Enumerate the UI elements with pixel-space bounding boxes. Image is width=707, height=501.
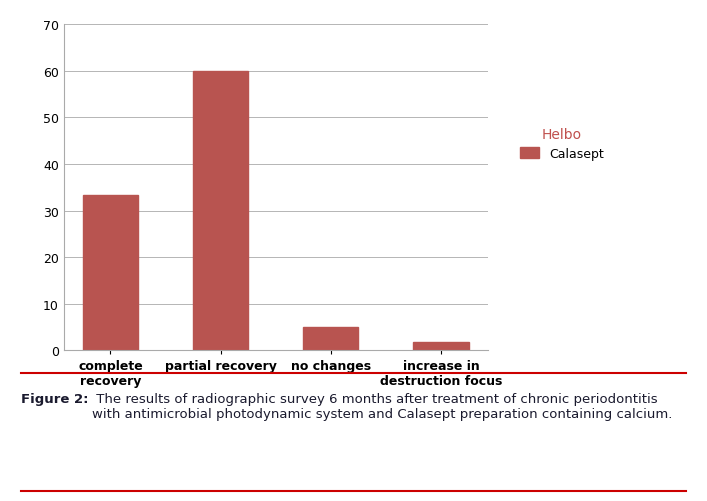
Text: The results of radiographic survey 6 months after treatment of chronic periodont: The results of radiographic survey 6 mon… <box>92 392 672 420</box>
Bar <box>83 196 138 351</box>
Bar <box>414 343 469 351</box>
Legend: Calasept: Calasept <box>515 122 609 166</box>
Bar <box>303 328 358 351</box>
Text: Figure 2:: Figure 2: <box>21 392 88 405</box>
Bar <box>193 72 248 351</box>
